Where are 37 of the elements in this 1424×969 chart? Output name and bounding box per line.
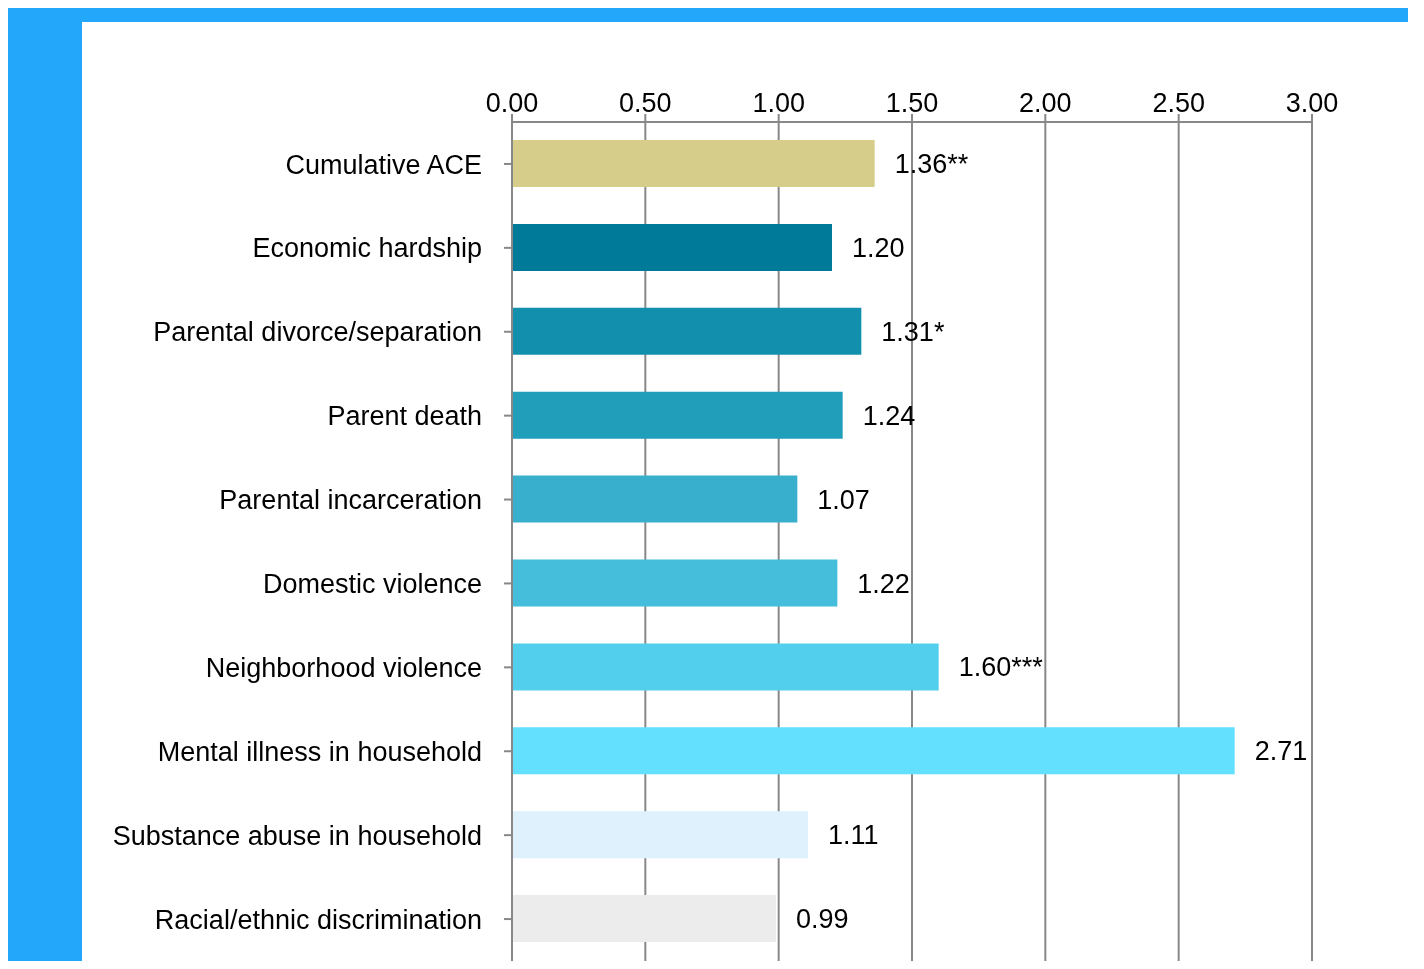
data-label: 2.71	[1254, 736, 1308, 767]
data-label: 1.24	[862, 400, 916, 431]
x-tick-label: 0.00	[485, 88, 539, 118]
y-tick-label: Parental divorce/separation	[153, 317, 482, 348]
data-label: 0.99	[796, 904, 849, 935]
y-tick-label: Cumulative ACE	[285, 149, 482, 180]
y-tick-label: Racial/ethnic discrimination	[154, 904, 482, 935]
x-tick-label: 1.50	[885, 88, 939, 118]
data-label: 1.11	[828, 820, 879, 851]
bar	[512, 559, 838, 607]
data-label: 1.20	[852, 232, 905, 263]
bar	[512, 140, 875, 187]
y-tick-label: Parent death	[327, 401, 482, 432]
x-tick-label: 0.50	[619, 88, 672, 118]
bar	[512, 307, 862, 355]
x-tick-label: 3.00	[1285, 88, 1339, 118]
x-tick-label: 1.00	[752, 88, 805, 118]
data-label: 1.31*	[881, 316, 945, 347]
x-tick-label: 2.00	[1019, 88, 1072, 118]
y-tick-label: Mental illness in household	[157, 736, 482, 767]
bar	[512, 727, 1235, 775]
y-tick-label: Substance abuse in household	[112, 820, 482, 851]
bar	[512, 223, 832, 271]
data-label: 1.22	[857, 568, 910, 599]
y-tick-label: Domestic violence	[262, 569, 482, 600]
y-tick-label: Neighborhood violence	[205, 652, 482, 683]
y-tick-label: Parental incarceration	[219, 485, 482, 516]
bar	[512, 391, 843, 439]
data-label: 1.60***	[958, 652, 1044, 683]
bar	[512, 643, 939, 691]
bar	[512, 475, 798, 523]
x-tick-label: 2.50	[1152, 88, 1205, 118]
bar	[512, 895, 776, 943]
bar	[512, 811, 808, 859]
data-label: 1.36**	[894, 149, 969, 180]
data-label: 1.07	[817, 484, 870, 515]
y-tick-label: Economic hardship	[252, 233, 482, 264]
